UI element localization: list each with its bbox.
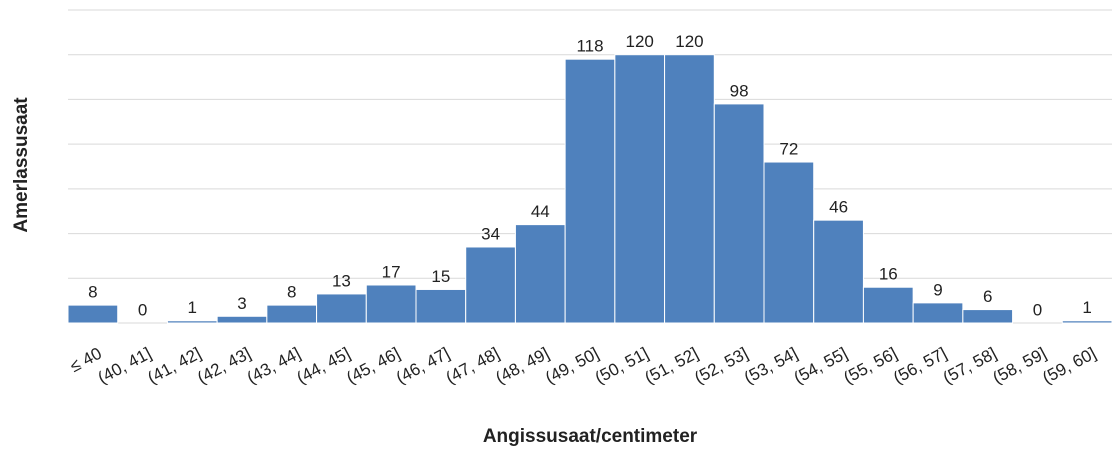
bar bbox=[664, 54, 715, 324]
data-label: 16 bbox=[879, 265, 898, 284]
data-label: 0 bbox=[138, 300, 147, 319]
x-tick-label: (54, 55] bbox=[791, 344, 851, 388]
data-label: 72 bbox=[779, 140, 798, 159]
x-tick-label: (46, 47] bbox=[393, 344, 453, 388]
data-label: 46 bbox=[829, 198, 848, 217]
bar bbox=[1061, 320, 1112, 324]
bar bbox=[465, 246, 516, 324]
data-label: 1 bbox=[188, 298, 197, 317]
x-tick-label: (44, 45] bbox=[294, 344, 354, 388]
x-tick-label: (49, 50] bbox=[542, 344, 602, 388]
data-label: 1 bbox=[1082, 298, 1091, 317]
data-label: 0 bbox=[1033, 300, 1042, 319]
data-label: 34 bbox=[481, 224, 500, 243]
x-tick-label: (52, 53] bbox=[691, 344, 751, 388]
bar bbox=[713, 103, 765, 324]
bar bbox=[67, 304, 119, 324]
bar bbox=[763, 161, 815, 324]
bar bbox=[862, 286, 914, 324]
data-label: 120 bbox=[626, 32, 654, 51]
y-axis-title: Amerlassusaat bbox=[11, 97, 32, 233]
data-label: 3 bbox=[237, 294, 246, 313]
x-tick-label: (40, 41] bbox=[95, 344, 155, 388]
x-axis-title: Angissusaat/centimeter bbox=[483, 426, 698, 447]
bar bbox=[316, 293, 367, 324]
data-label: 98 bbox=[730, 81, 749, 100]
data-label: 6 bbox=[983, 287, 992, 306]
bar bbox=[216, 315, 268, 324]
x-tick-label: (58, 59] bbox=[990, 344, 1050, 388]
data-label: 44 bbox=[531, 202, 550, 221]
data-label: 8 bbox=[287, 283, 296, 302]
bar bbox=[813, 219, 864, 324]
x-tick-label: (51, 52] bbox=[642, 344, 702, 388]
bar bbox=[912, 302, 964, 324]
x-tick-label: (43, 44] bbox=[244, 344, 304, 388]
data-label: 120 bbox=[675, 32, 703, 51]
x-tick-label: (41, 42] bbox=[144, 344, 204, 388]
bar bbox=[266, 304, 318, 324]
x-tick-label: (59, 60] bbox=[1039, 344, 1099, 388]
data-label: 17 bbox=[382, 262, 401, 281]
bar bbox=[415, 288, 467, 324]
bar bbox=[166, 320, 218, 324]
bar bbox=[962, 309, 1014, 324]
x-tick-label: (55, 56] bbox=[840, 344, 900, 388]
x-tick-label: (48, 49] bbox=[492, 344, 552, 388]
bar bbox=[514, 224, 566, 324]
data-label: 8 bbox=[88, 283, 97, 302]
x-tick-label: (42, 43] bbox=[194, 344, 254, 388]
data-label: 15 bbox=[431, 267, 450, 286]
data-label: 13 bbox=[332, 271, 351, 290]
x-tick-label: (57, 58] bbox=[940, 344, 1000, 388]
bar bbox=[614, 54, 666, 324]
bar bbox=[365, 284, 417, 324]
x-tick-label: (45, 46] bbox=[343, 344, 403, 388]
x-tick-label: (53, 54] bbox=[741, 344, 801, 388]
data-label: 118 bbox=[576, 37, 603, 56]
x-tick-label: (47, 48] bbox=[443, 344, 503, 388]
x-tick-label: (50, 51] bbox=[592, 344, 652, 388]
data-label: 9 bbox=[933, 280, 942, 299]
x-tick-label: (56, 57] bbox=[890, 344, 950, 388]
bar bbox=[564, 58, 616, 324]
